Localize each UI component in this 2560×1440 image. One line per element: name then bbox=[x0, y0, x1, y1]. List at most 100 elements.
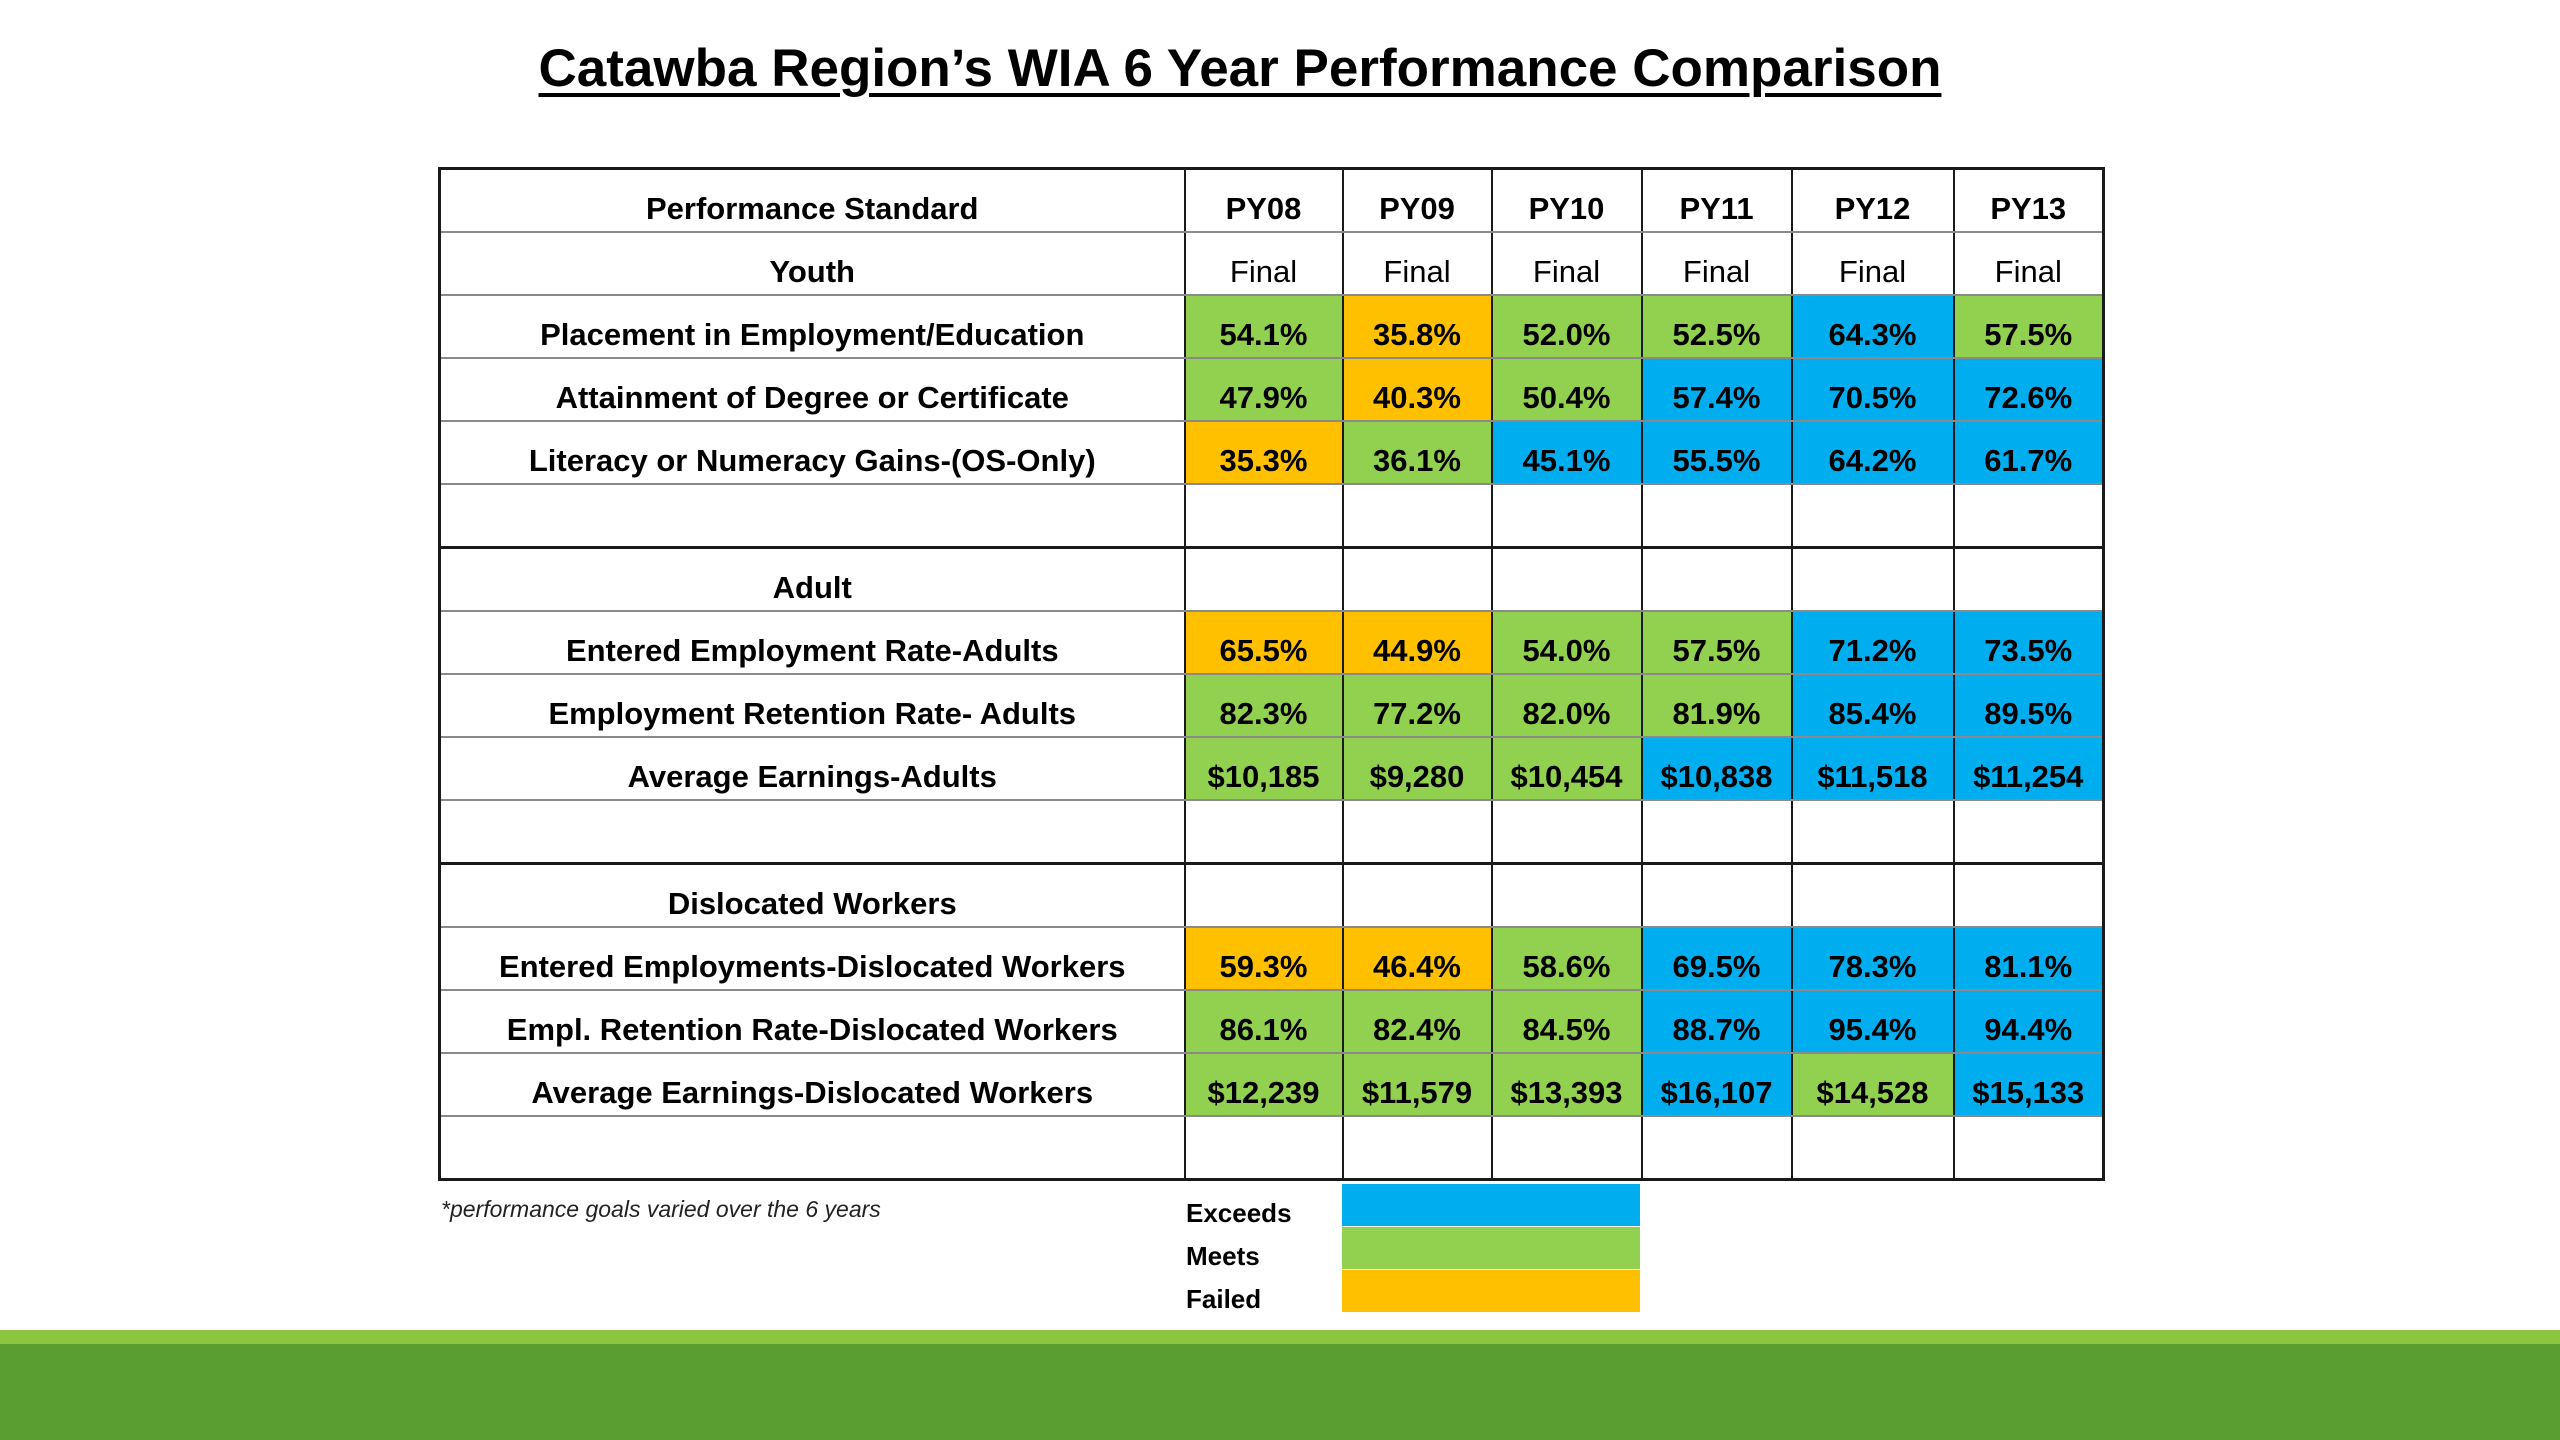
status-cell: Final bbox=[1790, 231, 1955, 296]
value-cell-py08: 65.5% bbox=[1183, 610, 1344, 675]
value-cell-py08: 86.1% bbox=[1183, 989, 1344, 1054]
legend-label-exceeds: Exceeds bbox=[1186, 1198, 1292, 1228]
table-row: Entered Employment Rate-Adults 65.5% 44.9%… bbox=[438, 610, 2105, 675]
table-row: Placement in Employment/Education 54.1% 35… bbox=[438, 294, 2105, 359]
empty-cell bbox=[1341, 1115, 1493, 1181]
row-label: Empl. Retention Rate-Dislocated Workers bbox=[438, 989, 1186, 1054]
value-cell-py08: 35.3% bbox=[1183, 420, 1344, 485]
value-cell-py09: 35.8% bbox=[1341, 294, 1493, 359]
value-cell-py09: $9,280 bbox=[1341, 736, 1493, 801]
empty-cell bbox=[1952, 483, 2105, 549]
value-cell-py13: 94.4% bbox=[1952, 989, 2105, 1054]
empty-cell bbox=[1952, 799, 2105, 865]
value-cell-py12: 64.2% bbox=[1790, 420, 1955, 485]
empty-cell bbox=[1952, 862, 2105, 928]
row-label: Placement in Employment/Education bbox=[438, 294, 1186, 359]
value-cell-py09: 77.2% bbox=[1341, 673, 1493, 738]
value-cell-py11: 81.9% bbox=[1640, 673, 1793, 738]
section-header-adult: Adult bbox=[438, 546, 2105, 612]
empty-cell bbox=[1952, 1115, 2105, 1181]
value-cell-py09: 44.9% bbox=[1341, 610, 1493, 675]
status-cell: Final bbox=[1341, 231, 1493, 296]
value-cell-py08: 82.3% bbox=[1183, 673, 1344, 738]
row-label: Average Earnings-Dislocated Workers bbox=[438, 1052, 1186, 1117]
value-cell-py13: $11,254 bbox=[1952, 736, 2105, 801]
column-header-year: PY13 bbox=[1952, 167, 2105, 233]
empty-cell bbox=[1490, 483, 1643, 549]
section-label-adult: Adult bbox=[438, 546, 1186, 612]
value-cell-py08: $12,239 bbox=[1183, 1052, 1344, 1117]
empty-cell bbox=[1341, 862, 1493, 928]
column-header-year: PY09 bbox=[1341, 167, 1493, 233]
table-row: Entered Employments-Dislocated Workers 59… bbox=[438, 926, 2105, 991]
empty-cell bbox=[1640, 1115, 1793, 1181]
table-row: Average Earnings-Adults $10,185 $9,280 $10,… bbox=[438, 736, 2105, 801]
footer-band bbox=[0, 1344, 2560, 1440]
section-label-dislocated: Dislocated Workers bbox=[438, 862, 1186, 928]
value-cell-py12: $11,518 bbox=[1790, 736, 1955, 801]
value-cell-py09: 46.4% bbox=[1341, 926, 1493, 991]
value-cell-py11: 88.7% bbox=[1640, 989, 1793, 1054]
empty-cell bbox=[1341, 799, 1493, 865]
value-cell-py09: $11,579 bbox=[1341, 1052, 1493, 1117]
value-cell-py13: 73.5% bbox=[1952, 610, 2105, 675]
value-cell-py10: 45.1% bbox=[1490, 420, 1643, 485]
value-cell-py10: 54.0% bbox=[1490, 610, 1643, 675]
legend-swatch-failed bbox=[1342, 1270, 1640, 1312]
empty-cell bbox=[1341, 483, 1493, 549]
section-label-youth: Youth bbox=[438, 231, 1186, 296]
status-cell: Final bbox=[1490, 231, 1643, 296]
value-cell-py13: 57.5% bbox=[1952, 294, 2105, 359]
empty-label-cell bbox=[438, 799, 1186, 865]
empty-cell bbox=[1790, 799, 1955, 865]
value-cell-py10: $10,454 bbox=[1490, 736, 1643, 801]
empty-cell bbox=[1183, 483, 1344, 549]
row-label: Entered Employments-Dislocated Workers bbox=[438, 926, 1186, 991]
column-header-year: PY11 bbox=[1640, 167, 1793, 233]
value-cell-py10: 82.0% bbox=[1490, 673, 1643, 738]
value-cell-py13: $15,133 bbox=[1952, 1052, 2105, 1117]
value-cell-py13: 89.5% bbox=[1952, 673, 2105, 738]
value-cell-py10: 50.4% bbox=[1490, 357, 1643, 422]
value-cell-py13: 81.1% bbox=[1952, 926, 2105, 991]
table-row: Attainment of Degree or Certificate 47.9%… bbox=[438, 357, 2105, 422]
value-cell-py08: 54.1% bbox=[1183, 294, 1344, 359]
empty-cell bbox=[1640, 862, 1793, 928]
value-cell-py08: 59.3% bbox=[1183, 926, 1344, 991]
spacer-row bbox=[438, 799, 2105, 865]
empty-cell bbox=[1790, 862, 1955, 928]
row-label: Literacy or Numeracy Gains-(OS-Only) bbox=[438, 420, 1186, 485]
empty-cell bbox=[1640, 799, 1793, 865]
status-cell: Final bbox=[1183, 231, 1344, 296]
value-cell-py10: $13,393 bbox=[1490, 1052, 1643, 1117]
empty-cell bbox=[1341, 546, 1493, 612]
value-cell-py12: 70.5% bbox=[1790, 357, 1955, 422]
empty-cell bbox=[1183, 799, 1344, 865]
empty-cell bbox=[1790, 1115, 1955, 1181]
value-cell-py11: 69.5% bbox=[1640, 926, 1793, 991]
footer-band-light bbox=[0, 1330, 2560, 1344]
value-cell-py11: $10,838 bbox=[1640, 736, 1793, 801]
empty-cell bbox=[1183, 862, 1344, 928]
status-cell: Final bbox=[1640, 231, 1793, 296]
empty-cell bbox=[1952, 546, 2105, 612]
performance-table: Performance Standard PY08 PY09 PY10 PY11 PY12… bbox=[438, 167, 2105, 1181]
value-cell-py08: $10,185 bbox=[1183, 736, 1344, 801]
empty-cell bbox=[1490, 799, 1643, 865]
spacer-row bbox=[438, 1115, 2105, 1181]
empty-cell bbox=[1183, 1115, 1344, 1181]
value-cell-py12: $14,528 bbox=[1790, 1052, 1955, 1117]
empty-cell bbox=[1640, 483, 1793, 549]
section-header-dislocated: Dislocated Workers bbox=[438, 862, 2105, 928]
empty-cell bbox=[1183, 546, 1344, 612]
empty-label-cell bbox=[438, 1115, 1186, 1181]
legend-label-failed: Failed bbox=[1186, 1284, 1262, 1314]
empty-cell bbox=[1490, 546, 1643, 612]
empty-cell bbox=[1790, 483, 1955, 549]
row-label: Entered Employment Rate-Adults bbox=[438, 610, 1186, 675]
legend-swatch-meets bbox=[1342, 1227, 1640, 1269]
value-cell-py11: 55.5% bbox=[1640, 420, 1793, 485]
empty-cell bbox=[1790, 546, 1955, 612]
value-cell-py11: $16,107 bbox=[1640, 1052, 1793, 1117]
row-label: Attainment of Degree or Certificate bbox=[438, 357, 1186, 422]
